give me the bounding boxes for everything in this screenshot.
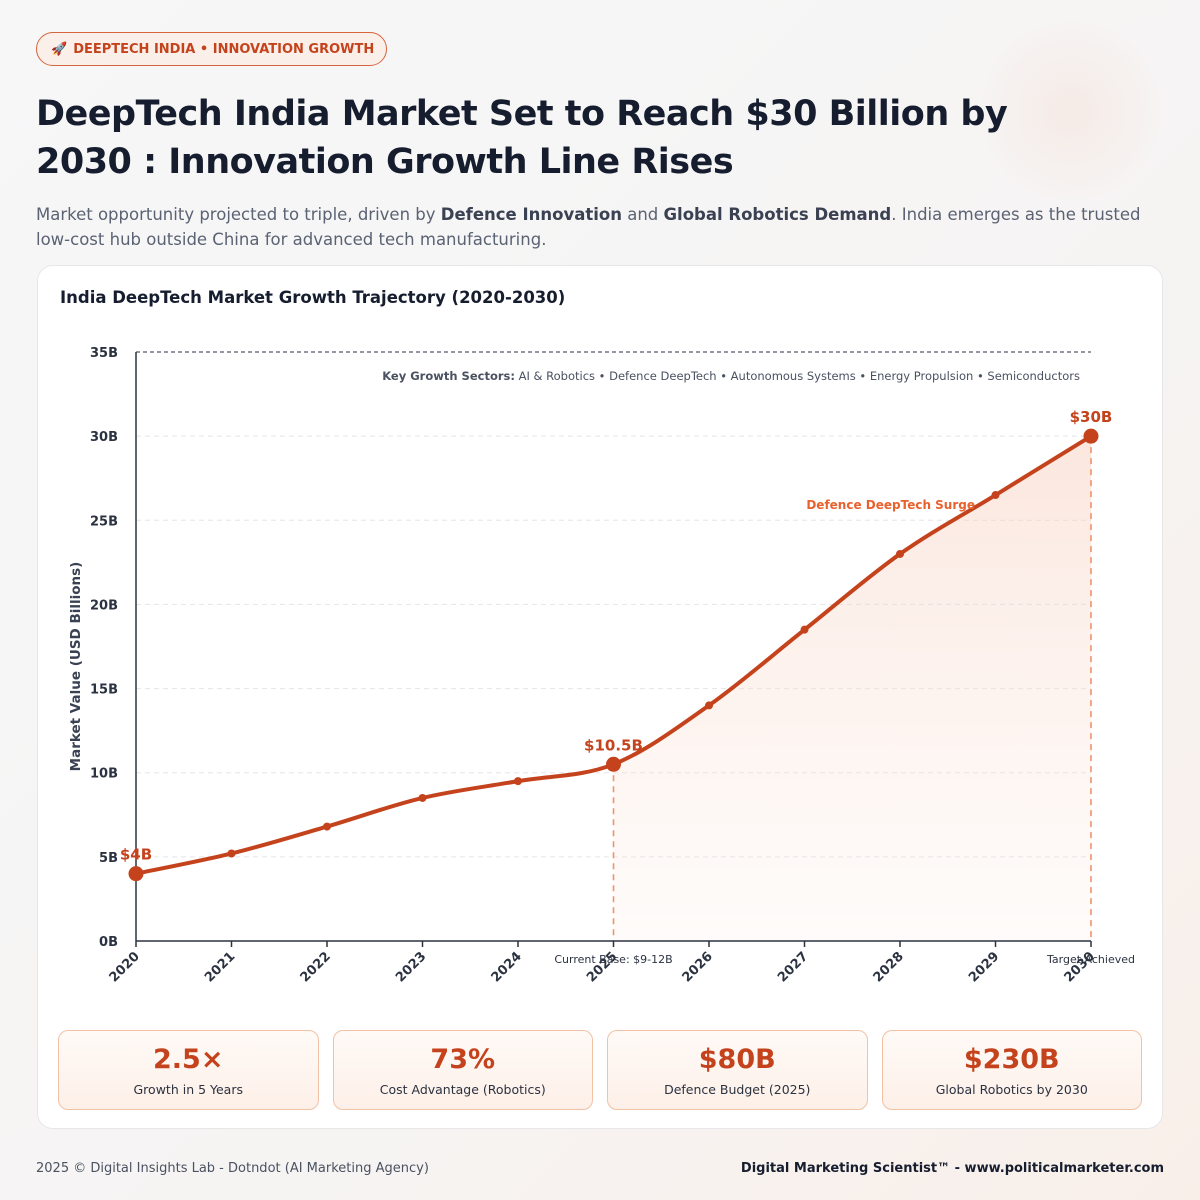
current-base-annotation: Current Base: $9-12B (554, 953, 672, 966)
x-tick-label: 2020 (107, 949, 143, 985)
x-tick-label: 2021 (202, 949, 238, 985)
x-tick-label: 2024 (489, 949, 525, 985)
highlight-defence-innovation: Defence Innovation (440, 205, 622, 224)
stat-value: 2.5× (153, 1043, 224, 1075)
stats-row: 2.5× Growth in 5 Years 73% Cost Advantag… (58, 1030, 1142, 1110)
data-point (991, 491, 1000, 500)
y-tick-label: 20B (90, 598, 118, 613)
x-tick-label: 2028 (871, 949, 907, 985)
highlight-point-label: $4B (120, 846, 152, 864)
y-axis-title: Market Value (USD Billions) (68, 562, 84, 772)
data-point (896, 549, 904, 558)
x-tick-label: 2026 (680, 949, 716, 985)
decorative-circle (980, 20, 1160, 200)
stat-card-defence: $80B Defence Budget (2025) (607, 1030, 868, 1110)
highlight-point-label: $30B (1070, 408, 1113, 426)
y-tick-label: 5B (99, 851, 118, 866)
footer-copyright: 2025 © Digital Insights Lab - Dotndot (A… (36, 1161, 429, 1176)
highlight-global-robotics: Global Robotics Demand (663, 205, 892, 224)
y-tick-label: 15B (90, 683, 118, 698)
rocket-icon: 🚀 (51, 41, 68, 57)
stat-value: $230B (963, 1043, 1060, 1075)
surge-annotation: Defence DeepTech Surge (806, 498, 975, 512)
chart-title: India DeepTech Market Growth Trajectory … (60, 288, 566, 307)
target-annotation: Target Achieved (1046, 953, 1135, 966)
category-tag-label: DEEPTECH INDIA • INNOVATION GROWTH (73, 41, 375, 57)
data-point (227, 849, 236, 858)
y-tick-label: 25B (90, 514, 118, 529)
data-point (514, 777, 522, 786)
data-point (418, 793, 427, 802)
data-point (705, 701, 713, 710)
highlight-point (1083, 428, 1099, 444)
stat-card-growth: 2.5× Growth in 5 Years (58, 1030, 319, 1110)
page-subtitle: Market opportunity projected to triple, … (36, 205, 1141, 249)
highlight-point (128, 866, 144, 882)
stat-value: $80B (698, 1043, 776, 1075)
stat-label: Growth in 5 Years (133, 1081, 244, 1097)
series-line (134, 434, 1093, 876)
stat-label: Cost Advantage (Robotics) (379, 1081, 546, 1097)
page-title: DeepTech India Market Set to Reach $30 B… (36, 94, 1008, 182)
stat-card-cost: 73% Cost Advantage (Robotics) (332, 1030, 593, 1110)
stat-label: Defence Budget (2025) (664, 1081, 811, 1097)
data-point (323, 822, 331, 831)
y-tick-label: 10B (90, 767, 118, 782)
data-point (800, 625, 809, 634)
x-tick-label: 2023 (393, 949, 429, 985)
y-tick-label: 0B (99, 935, 118, 950)
chart-area-fill (613, 436, 1091, 941)
footer-credit: Digital Marketing Scientist™ - www.polit… (740, 1161, 1164, 1176)
stat-card-robotics: $230B Global Robotics by 2030 (881, 1030, 1142, 1110)
key-sectors-annotation: Key Growth Sectors: AI & Robotics • Defe… (382, 369, 1080, 383)
x-tick-label: 2022 (298, 949, 334, 985)
key-sectors-heading: Key Growth Sectors: (382, 369, 515, 383)
stat-value: 73% (430, 1043, 496, 1075)
y-tick-label: 30B (90, 430, 118, 445)
highlight-point-label: $10.5B (584, 736, 643, 754)
category-tag: 🚀 DEEPTECH INDIA • INNOVATION GROWTH (36, 32, 388, 66)
highlight-point (606, 756, 621, 772)
key-sectors-list: AI & Robotics • Defence DeepTech • Auton… (515, 369, 1080, 383)
x-tick-label: 2027 (775, 949, 811, 985)
stat-label: Global Robotics by 2030 (935, 1081, 1088, 1097)
y-tick-label: 35B (90, 346, 118, 361)
x-tick-label: 2029 (966, 949, 1002, 985)
